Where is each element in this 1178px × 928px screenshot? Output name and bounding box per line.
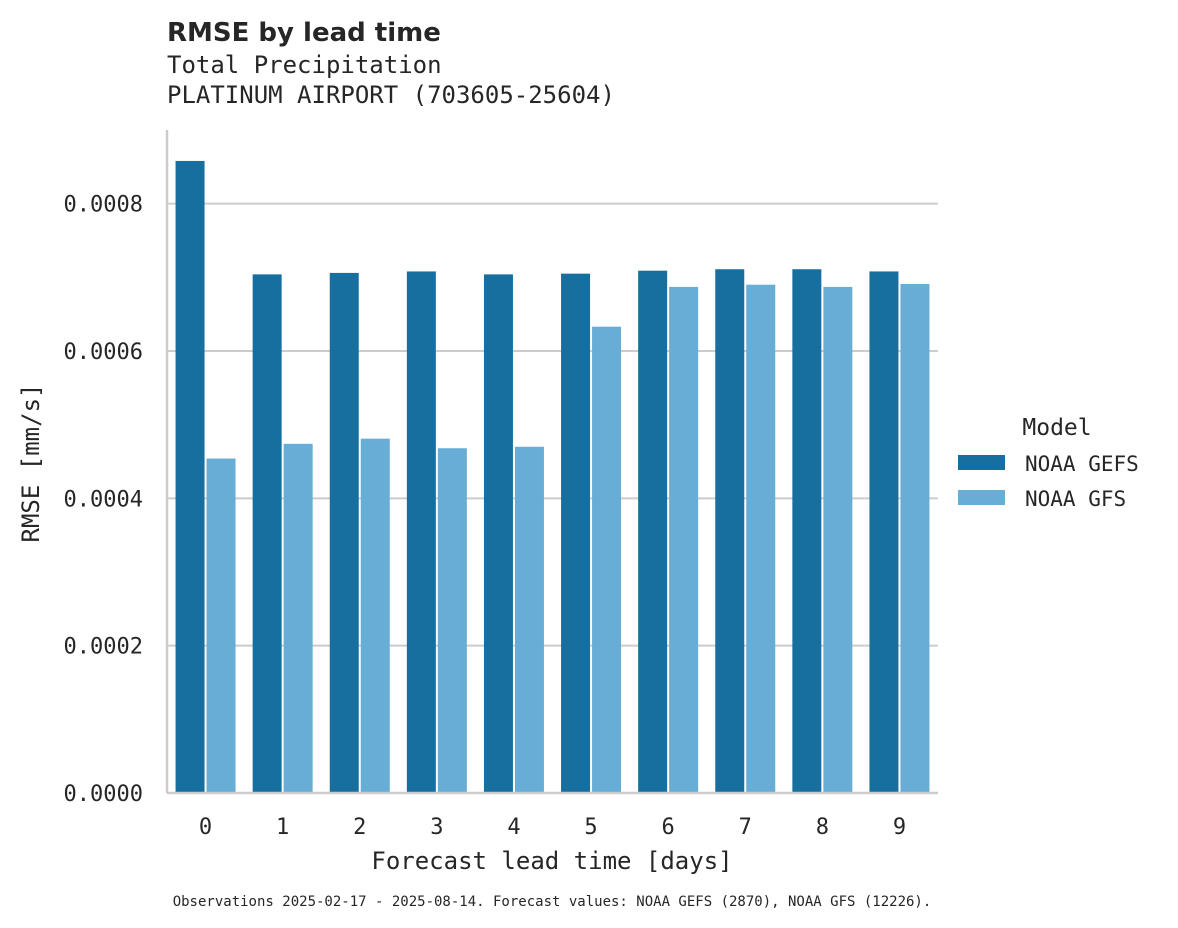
bar-noaa-gfs-lead-3 <box>437 448 467 793</box>
bar-noaa-gefs-lead-8 <box>792 269 822 794</box>
x-tick-label: 8 <box>816 815 829 840</box>
x-tick-label: 7 <box>739 815 752 840</box>
legend-label-noaa-gefs: NOAA GEFS <box>1025 452 1139 476</box>
chart-subtitle-variable: Total Precipitation <box>167 51 442 79</box>
bar-noaa-gfs-lead-9 <box>900 283 930 793</box>
footnote: Observations 2025-02-17 - 2025-08-14. Fo… <box>173 894 932 910</box>
bar-noaa-gefs-lead-9 <box>869 271 899 793</box>
chart-subtitle-station: PLATINUM AIRPORT (703605-25604) <box>167 81 615 109</box>
x-tick-label: 0 <box>199 815 212 840</box>
x-axis-label: Forecast lead time [days] <box>371 847 732 875</box>
bar-noaa-gefs-lead-4 <box>483 274 513 793</box>
y-axis-label: RMSE [mm/s] <box>17 384 45 543</box>
bar-noaa-gfs-lead-1 <box>283 443 313 793</box>
y-tick-label: 0.0006 <box>64 340 143 365</box>
bar-noaa-gfs-lead-0 <box>206 458 236 793</box>
bar-noaa-gefs-lead-0 <box>175 160 205 793</box>
bar-noaa-gfs-lead-6 <box>669 286 699 793</box>
bar-noaa-gefs-lead-7 <box>715 269 745 794</box>
gridlines <box>167 202 938 647</box>
x-tick-label: 3 <box>430 815 443 840</box>
bar-noaa-gfs-lead-5 <box>592 326 622 793</box>
legend-swatch-noaa-gfs <box>958 490 1005 505</box>
bar-noaa-gfs-lead-4 <box>514 446 544 793</box>
y-tick-label: 0.0004 <box>64 487 143 512</box>
y-ticks: 0.0000 0.0002 0.0004 0.0006 0.0008 <box>64 193 143 807</box>
legend-title: Model <box>1022 415 1091 441</box>
y-tick-label: 0.0008 <box>64 193 143 218</box>
y-tick-label: 0.0000 <box>64 782 143 807</box>
bar-noaa-gefs-lead-6 <box>638 270 668 793</box>
bar-noaa-gefs-lead-1 <box>252 274 282 793</box>
chart-title: RMSE by lead time <box>167 18 441 48</box>
x-tick-label: 9 <box>893 815 906 840</box>
bar-noaa-gfs-lead-8 <box>823 286 853 793</box>
legend-label-noaa-gfs: NOAA GFS <box>1025 487 1126 511</box>
x-tick-label: 2 <box>353 815 366 840</box>
y-tick-label: 0.0002 <box>64 635 143 660</box>
legend-swatch-noaa-gefs <box>958 455 1005 470</box>
bars <box>175 160 930 794</box>
x-tick-label: 6 <box>662 815 675 840</box>
legend: Model NOAA GEFS NOAA GFS <box>958 415 1139 511</box>
bar-noaa-gfs-lead-2 <box>360 438 390 793</box>
x-tick-label: 1 <box>276 815 289 840</box>
bar-noaa-gefs-lead-2 <box>329 272 359 793</box>
x-tick-label: 4 <box>507 815 520 840</box>
bar-noaa-gfs-lead-7 <box>746 284 776 793</box>
bar-noaa-gefs-lead-5 <box>561 273 591 793</box>
x-ticks: 0 1 2 3 4 5 6 7 8 9 <box>199 815 906 840</box>
bar-noaa-gefs-lead-3 <box>406 271 436 793</box>
x-tick-label: 5 <box>584 815 597 840</box>
